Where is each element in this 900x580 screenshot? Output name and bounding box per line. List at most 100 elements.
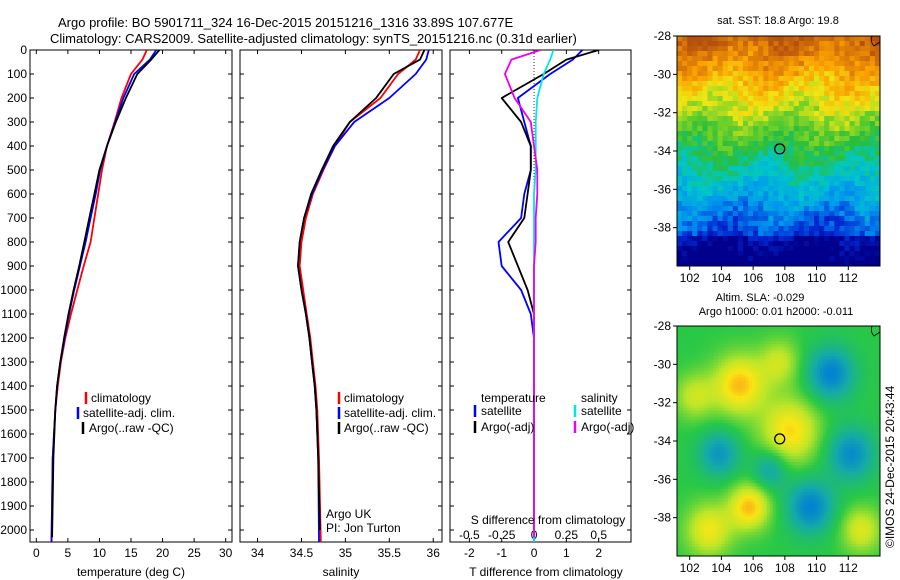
- sst-map-cell: [702, 216, 708, 222]
- sla-map-cell: [844, 347, 848, 351]
- sla-map-cell: [709, 441, 714, 445]
- sla-map-cell: [709, 329, 714, 333]
- sla-map-cell: [802, 419, 806, 424]
- sst-map-cell: [824, 116, 830, 122]
- sst-map-cell: [839, 241, 845, 247]
- sla-map-cell: [715, 368, 720, 372]
- sla-map-cell: [808, 425, 812, 430]
- sla-map-cell: [721, 344, 726, 348]
- sst-map-cell: [768, 131, 774, 137]
- sla-map-cell: [745, 368, 750, 372]
- sla-map-cell: [694, 338, 699, 342]
- sla-map-cell: [712, 356, 717, 360]
- sla-map-cell: [856, 401, 860, 406]
- sst-map-cell: [768, 156, 774, 162]
- sla-map-cell: [679, 344, 684, 348]
- sla-map-cell: [826, 431, 830, 436]
- sla-map-cell: [697, 450, 702, 454]
- sst-map-cell: [854, 116, 861, 122]
- sla-map-cell: [850, 344, 854, 348]
- sla-map-cell: [805, 368, 809, 372]
- sst-map-cell: [819, 41, 825, 47]
- sla-map-cell: [796, 428, 800, 433]
- sla-map-cell: [808, 428, 812, 433]
- sst-map-cell: [697, 251, 703, 257]
- sst-map-cell: [702, 141, 708, 147]
- sla-map-cell: [739, 341, 744, 345]
- sst-map-cell: [677, 131, 683, 137]
- sst-map-cell: [783, 151, 790, 157]
- sla-map-cell: [697, 441, 702, 445]
- sla-map-cell: [811, 447, 815, 451]
- sst-map-cell: [722, 61, 729, 67]
- sla-map-cell: [847, 389, 851, 393]
- sla-map-cell: [706, 453, 711, 457]
- sla-map-cell: [745, 338, 750, 342]
- sla-map-cell: [685, 410, 690, 415]
- sst-map-cell: [758, 81, 764, 87]
- sla-map-cell: [802, 447, 806, 451]
- sla-map-cell: [748, 326, 753, 330]
- sla-map-cell: [796, 350, 800, 354]
- sst-map-cell: [687, 56, 693, 62]
- sla-map-cell: [688, 447, 693, 451]
- sla-map-cell: [841, 428, 845, 433]
- sst-map-cell: [783, 71, 790, 77]
- sla-map-cell: [721, 431, 726, 436]
- sla-map-cell: [823, 380, 827, 384]
- sla-map-cell: [874, 407, 878, 412]
- sla-map-cell: [796, 377, 800, 381]
- sst-map-cell: [829, 251, 835, 257]
- sla-map-cell: [781, 353, 785, 357]
- sst-map-cell: [839, 146, 845, 152]
- sla-map-cell: [679, 356, 684, 360]
- sst-map-cell: [682, 51, 688, 57]
- sst-map-cell: [783, 156, 790, 162]
- sla-map-cell: [718, 437, 723, 442]
- sst-map-cell: [864, 261, 871, 266]
- sla-map-cell: [745, 410, 750, 415]
- sla-map-cell: [820, 389, 824, 393]
- sla-map-cell: [865, 444, 869, 448]
- sla-map-cell: [763, 428, 767, 433]
- sla-map-cell: [802, 335, 806, 339]
- sla-map-cell: [754, 353, 759, 357]
- sla-map-cell: [769, 425, 773, 430]
- sla-map-cell: [784, 441, 788, 445]
- sst-map-cell: [737, 166, 744, 172]
- sla-map-cell: [691, 335, 696, 339]
- sla-map-cell: [700, 329, 705, 333]
- sst-map-cell: [864, 101, 871, 107]
- sst-map-cell: [692, 191, 698, 197]
- sla-map-cell: [832, 344, 836, 348]
- sst-map-cell: [727, 106, 734, 112]
- sla-map-cell: [697, 422, 702, 427]
- y-tick-label: 1700: [0, 451, 27, 465]
- sla-map-cell: [874, 368, 878, 372]
- sla-map-cell: [859, 410, 863, 415]
- sla-map-cell: [802, 350, 806, 354]
- sla-map-cell: [802, 353, 806, 357]
- sst-map-cell: [844, 56, 850, 62]
- sla-map-cell: [712, 407, 717, 412]
- sla-map-cell: [706, 413, 711, 418]
- sst-map-cell: [712, 241, 718, 247]
- sst-map-cell: [783, 101, 790, 107]
- sla-map-cell: [685, 338, 690, 342]
- sst-map-cell: [803, 256, 810, 262]
- sla-map-cell: [769, 365, 773, 369]
- sla-map-cell: [757, 453, 761, 457]
- sla-map-cell: [757, 371, 761, 375]
- sst-map-cell: [814, 141, 820, 147]
- sla-map-cell: [691, 395, 696, 400]
- sst-map-cell: [798, 86, 805, 92]
- y-tick-label: 400: [7, 139, 27, 153]
- sla-map-cell: [703, 359, 708, 363]
- sst-map-cell: [874, 226, 880, 232]
- sst-map-cell: [763, 81, 769, 87]
- sla-map-cell: [859, 431, 863, 436]
- sst-map-cell: [859, 96, 866, 102]
- sst-map-cell: [803, 191, 810, 197]
- sla-map-cell: [787, 368, 791, 372]
- sla-map-cell: [796, 413, 800, 418]
